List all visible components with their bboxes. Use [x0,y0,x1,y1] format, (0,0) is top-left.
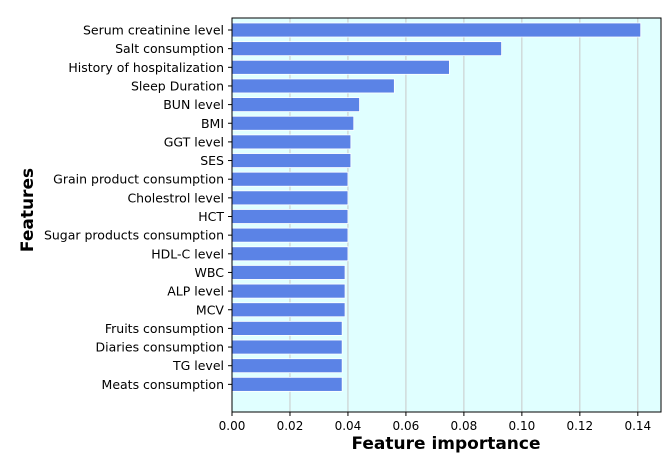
bar [231,41,502,57]
bar [231,22,642,38]
y-tick-label: HDL-C level [151,246,224,261]
y-tick-label: Fruits consumption [105,321,224,336]
y-axis-label: Features [18,168,38,252]
bar [231,246,349,262]
bar [231,78,395,94]
x-axis-label: Feature importance [351,434,540,454]
bar [231,209,349,224]
x-tick-label: 0.02 [277,419,304,433]
plot-frame [231,17,662,413]
y-tick-label: Sugar products consumption [44,228,224,243]
y-tick-label: MCV [196,302,225,317]
y-axis-ticks: Serum creatinine level Salt consumption Hi… [44,23,232,392]
y-tick-label: HCT [198,209,224,224]
y-tick-label: WBC [195,265,225,280]
bar [231,59,450,75]
y-tick-label: Diaries consumption [96,340,224,355]
x-tick-label: 0.12 [566,419,593,433]
bar [231,376,343,392]
y-tick-label: History of hospitalization [68,60,224,75]
bar [231,265,346,280]
bar [231,134,352,150]
bar [231,302,346,318]
y-tick-label: Serum creatinine level [83,23,224,38]
y-tick-label: Cholestrol level [127,190,224,205]
y-tick-label: SES [200,153,224,168]
bar [231,358,343,374]
y-tick-label: Salt consumption [115,41,224,56]
y-tick-label: Sleep Duration [131,78,224,93]
x-tick-label: 0.14 [624,419,651,433]
bar [231,97,360,112]
y-tick-label: BUN level [163,97,224,112]
bar [231,227,349,243]
bar [231,339,343,355]
bars-group [231,22,642,392]
x-tick-label: 0.06 [393,419,420,433]
y-tick-label: Meats consumption [102,377,224,392]
y-tick-label: ALP level [167,284,224,299]
y-tick-label: BMI [201,116,224,131]
bar [231,115,355,131]
y-tick-label: GGT level [164,134,224,149]
bar [231,171,349,187]
x-tick-label: 0.08 [451,419,478,433]
bar [231,190,349,206]
bar [231,283,346,299]
x-tick-label: 0.04 [335,419,362,433]
bar [231,153,352,168]
x-tick-label: 0.10 [509,419,536,433]
bar [231,320,343,336]
y-tick-label: Grain product consumption [53,172,224,187]
y-tick-label: TG level [172,358,224,373]
x-axis-ticks: 0.00 0.02 0.04 0.06 0.08 0.10 0.12 0.14 [219,412,651,433]
x-tick-label: 0.00 [219,419,246,433]
